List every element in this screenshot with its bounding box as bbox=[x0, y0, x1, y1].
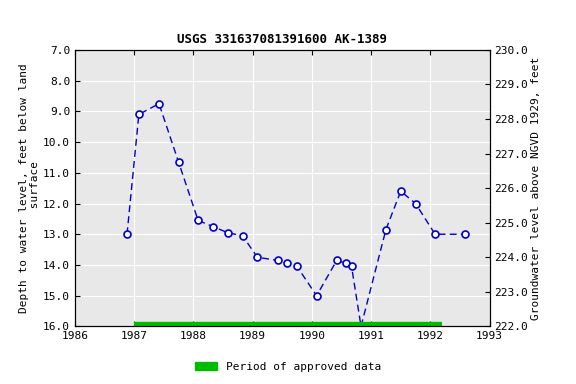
Y-axis label: Groundwater level above NGVD 1929, feet: Groundwater level above NGVD 1929, feet bbox=[531, 56, 541, 320]
Title: USGS 331637081391600 AK-1389: USGS 331637081391600 AK-1389 bbox=[177, 33, 387, 46]
Y-axis label: Depth to water level, feet below land
 surface: Depth to water level, feet below land su… bbox=[18, 63, 40, 313]
Legend: Period of approved data: Period of approved data bbox=[191, 358, 385, 377]
